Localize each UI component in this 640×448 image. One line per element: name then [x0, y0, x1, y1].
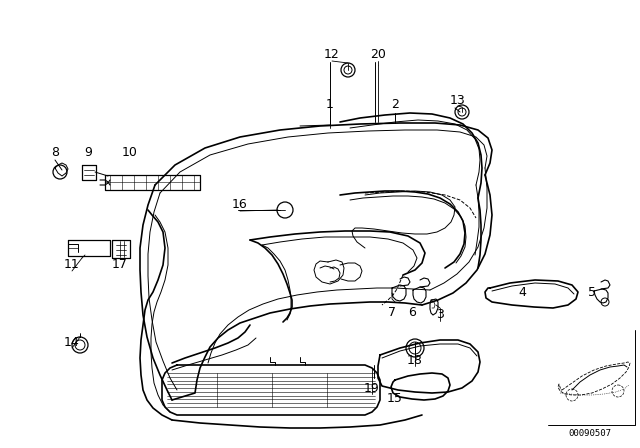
Text: 4: 4 [518, 287, 526, 300]
Text: 6: 6 [408, 306, 416, 319]
Text: 20: 20 [370, 48, 386, 61]
Text: 5: 5 [588, 287, 596, 300]
Text: 18: 18 [407, 353, 423, 366]
Text: 2: 2 [391, 99, 399, 112]
Text: 00090507: 00090507 [568, 428, 611, 438]
Text: 9: 9 [84, 146, 92, 159]
Text: 15: 15 [387, 392, 403, 405]
Text: 11: 11 [64, 258, 80, 271]
Text: 3: 3 [436, 309, 444, 322]
Text: 8: 8 [51, 146, 59, 159]
Text: 19: 19 [364, 382, 380, 395]
Text: 16: 16 [232, 198, 248, 211]
Text: 7: 7 [388, 306, 396, 319]
Text: 1: 1 [326, 99, 334, 112]
Text: 12: 12 [324, 48, 340, 61]
Text: 13: 13 [450, 94, 466, 107]
Text: 17: 17 [112, 258, 128, 271]
Text: 10: 10 [122, 146, 138, 159]
Text: 14: 14 [64, 336, 80, 349]
